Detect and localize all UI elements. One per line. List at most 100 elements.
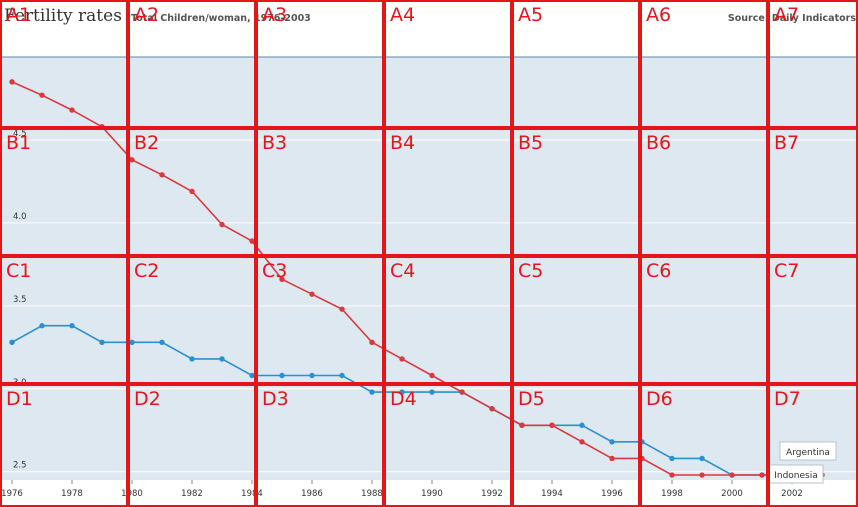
grid-cell: D6 xyxy=(640,384,768,507)
data-point xyxy=(219,221,225,228)
y-tick-label: 4.0 xyxy=(13,212,27,222)
grid-cell: B2 xyxy=(128,128,256,256)
grid-cell-label: B1 xyxy=(6,132,32,154)
grid-cell: D7 xyxy=(768,384,858,507)
data-point xyxy=(219,356,225,362)
grid-cell: B1 xyxy=(0,128,128,256)
grid-cell: D5 xyxy=(512,384,640,507)
grid-cell-label: C7 xyxy=(774,260,800,282)
grid-cell: C6 xyxy=(640,256,768,384)
grid-cell-label: A1 xyxy=(6,4,32,26)
grid-cell-label: C6 xyxy=(646,260,672,282)
x-tick-label: 2002 xyxy=(781,489,803,499)
data-point xyxy=(309,291,315,297)
grid-cell: D2 xyxy=(128,384,256,507)
chart-header: Fertility rates Total Children/woman, 19… xyxy=(0,0,858,40)
grid-cell-label: D3 xyxy=(262,388,289,410)
grid-cell: A3 xyxy=(256,0,384,128)
grid-cell: B7 xyxy=(768,128,858,256)
data-point xyxy=(459,389,465,395)
data-point xyxy=(189,356,195,362)
data-point xyxy=(429,372,435,379)
data-point xyxy=(189,188,195,195)
grid-cell-label: D5 xyxy=(518,388,545,410)
data-point xyxy=(729,472,735,478)
grid-cell-label: D1 xyxy=(6,388,33,410)
data-point xyxy=(369,339,375,346)
grid-cell-label: B6 xyxy=(646,132,672,154)
data-point xyxy=(759,472,765,478)
grid-cell-label: D7 xyxy=(774,388,801,410)
series-line-argentina xyxy=(11,324,822,476)
chart-source: Source: Daily Indicators xyxy=(727,13,856,24)
data-point xyxy=(489,405,495,412)
x-tick-label: 1976 xyxy=(1,489,23,499)
data-point xyxy=(669,472,675,478)
data-point xyxy=(279,372,285,379)
data-point xyxy=(39,92,45,98)
data-point xyxy=(339,306,345,312)
data-point xyxy=(129,339,135,346)
x-tick-label: 1980 xyxy=(121,489,143,499)
grid-cell-label: D2 xyxy=(134,388,161,410)
grid-cell-label: C1 xyxy=(6,260,32,282)
series-label-argentina-box xyxy=(779,441,837,461)
grid-cell: D3 xyxy=(256,384,384,507)
grid-cell: C1 xyxy=(0,256,128,384)
grid-cell-label: B3 xyxy=(262,132,288,154)
data-point xyxy=(129,157,135,163)
grid-cell-label: C2 xyxy=(134,260,160,282)
grid-cell: B3 xyxy=(256,128,384,256)
x-tick-label: 1984 xyxy=(241,489,263,499)
data-point xyxy=(669,455,675,462)
data-point xyxy=(309,372,315,379)
data-point xyxy=(159,172,165,178)
grid-cell-label: B7 xyxy=(774,132,800,154)
data-point xyxy=(69,107,75,113)
grid-cell: A2 xyxy=(128,0,256,128)
data-point xyxy=(429,389,435,395)
data-point xyxy=(159,339,165,346)
grid-cell-label: C3 xyxy=(262,260,288,282)
data-point xyxy=(69,323,75,329)
y-tick-label: 4.5 xyxy=(13,129,27,139)
grid-cell: C4 xyxy=(384,256,512,384)
data-point xyxy=(339,372,345,379)
grid-cell-label: A6 xyxy=(646,4,672,26)
x-tick-label: 1990 xyxy=(421,489,443,499)
grid-cell: B6 xyxy=(640,128,768,256)
data-point xyxy=(519,422,525,428)
x-tick-label: 1978 xyxy=(61,489,83,499)
data-point xyxy=(699,455,705,462)
grid-cell: A6 xyxy=(640,0,768,128)
x-tick-label: 1996 xyxy=(601,489,623,499)
grid-cell: B4 xyxy=(384,128,512,256)
grid-cell-label: C5 xyxy=(518,260,544,282)
data-point xyxy=(579,439,585,445)
grid-cell: D1 xyxy=(0,384,128,507)
x-tick-label: 1982 xyxy=(181,489,203,499)
y-tick-label: 2.5 xyxy=(13,461,27,471)
grid-cell: A4 xyxy=(384,0,512,128)
data-point xyxy=(249,238,255,244)
data-point xyxy=(369,389,375,395)
data-point xyxy=(609,455,615,462)
data-point xyxy=(249,372,255,379)
grid-cell: C7 xyxy=(768,256,858,384)
chart-title: Fertility rates xyxy=(4,6,122,26)
grid-cell: A5 xyxy=(512,0,640,128)
data-point xyxy=(279,276,285,282)
grid-cell: C3 xyxy=(256,256,384,384)
grid-cell-label: B5 xyxy=(518,132,544,154)
grid-cell-label: A3 xyxy=(262,4,288,26)
x-tick-label: 1988 xyxy=(361,489,383,499)
grid-cell-label: C4 xyxy=(390,260,416,282)
grid-cell: C5 xyxy=(512,256,640,384)
grid-cell-label: A2 xyxy=(134,4,160,26)
grid-cell-label: B4 xyxy=(390,132,416,154)
data-point xyxy=(399,356,405,362)
data-point xyxy=(9,79,15,85)
grid-cell: C2 xyxy=(128,256,256,384)
grid-cell-label: A4 xyxy=(390,4,416,26)
data-point xyxy=(549,422,555,428)
